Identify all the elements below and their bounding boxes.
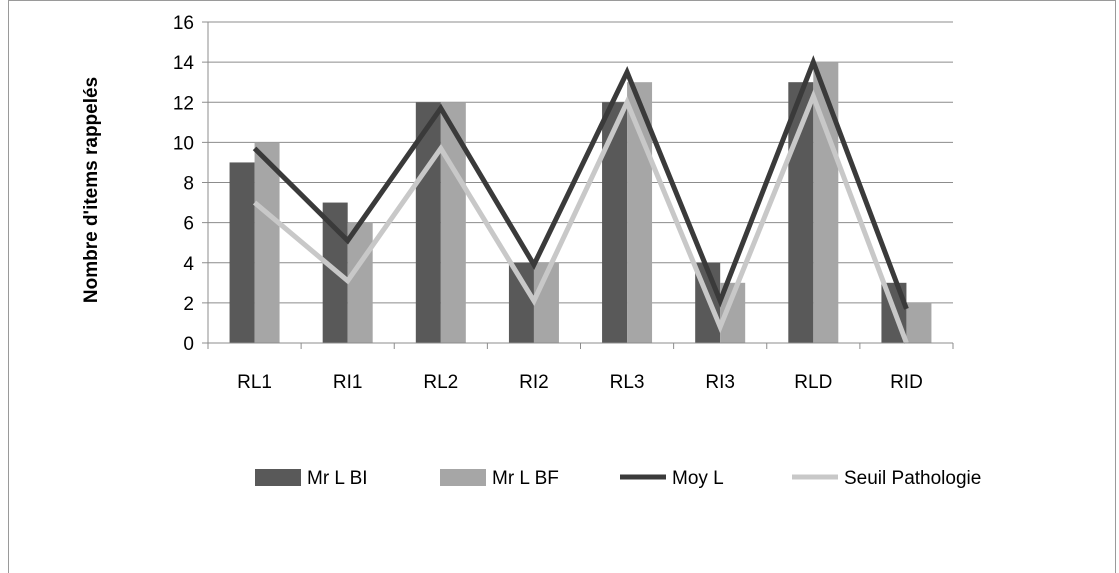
legend-swatch-mr-l-bi bbox=[255, 469, 301, 486]
bar-mr-l-bf-rid bbox=[906, 302, 932, 343]
x-category-label-rl2: RL2 bbox=[423, 372, 458, 393]
x-category-label-ri2: RI2 bbox=[519, 372, 549, 393]
gridlines bbox=[208, 21, 953, 304]
legend-label-mr-l-bf: Mr L BF bbox=[492, 468, 559, 489]
x-category-label-rid: RID bbox=[890, 372, 923, 393]
legend-label-mr-l-bi: Mr L BI bbox=[307, 468, 368, 489]
y-axis-title: Nombre d'items rappelés bbox=[81, 77, 102, 303]
y-tick-label-2: 2 bbox=[183, 294, 194, 315]
legend: Mr L BI Mr L BF Moy L Seuil Pathologie bbox=[255, 468, 981, 489]
legend-swatch-mr-l-bf bbox=[440, 469, 486, 486]
bar-mr-l-bi-rl3 bbox=[602, 102, 628, 343]
bar-mr-l-bi-rl2 bbox=[415, 102, 441, 343]
x-category-label-ri3: RI3 bbox=[705, 372, 735, 393]
bar-marks bbox=[229, 62, 932, 343]
chart-frame bbox=[8, 0, 1116, 573]
line-seuil-pathologie bbox=[252, 89, 909, 344]
line-moy-l bbox=[252, 55, 909, 310]
y-tick-label-10: 10 bbox=[173, 133, 194, 154]
y-tick-label-12: 12 bbox=[173, 93, 194, 114]
y-tick-label-4: 4 bbox=[183, 254, 194, 275]
bar-mr-l-bf-rl2 bbox=[440, 102, 466, 343]
bar-mr-l-bi-rl1 bbox=[229, 162, 255, 343]
y-tick-label-6: 6 bbox=[183, 214, 194, 235]
y-tick-label-14: 14 bbox=[173, 53, 195, 74]
line-marks bbox=[252, 55, 909, 344]
y-tick-label-16: 16 bbox=[173, 13, 194, 34]
y-tick-label-8: 8 bbox=[183, 174, 194, 195]
axes bbox=[202, 21, 954, 349]
bar-mr-l-bf-ri1 bbox=[347, 222, 373, 343]
x-category-label-rl3: RL3 bbox=[610, 372, 645, 393]
x-category-label-ri1: RI1 bbox=[333, 372, 363, 393]
bar-mr-l-bi-ri2 bbox=[508, 262, 534, 343]
x-category-labels: RL1 RI1 RL2 RI2 RL3 RI3 RLD RID bbox=[237, 372, 923, 393]
bar-mr-l-bf-rl1 bbox=[254, 142, 280, 343]
x-category-label-rld: RLD bbox=[794, 372, 832, 393]
x-category-label-rl1: RL1 bbox=[237, 372, 272, 393]
y-tick-label-0: 0 bbox=[183, 334, 194, 355]
legend-label-seuil-pathologie: Seuil Pathologie bbox=[844, 468, 981, 489]
legend-label-moy-l: Moy L bbox=[672, 468, 724, 489]
y-tick-labels: 0 2 4 6 8 10 12 14 16 bbox=[173, 13, 195, 355]
